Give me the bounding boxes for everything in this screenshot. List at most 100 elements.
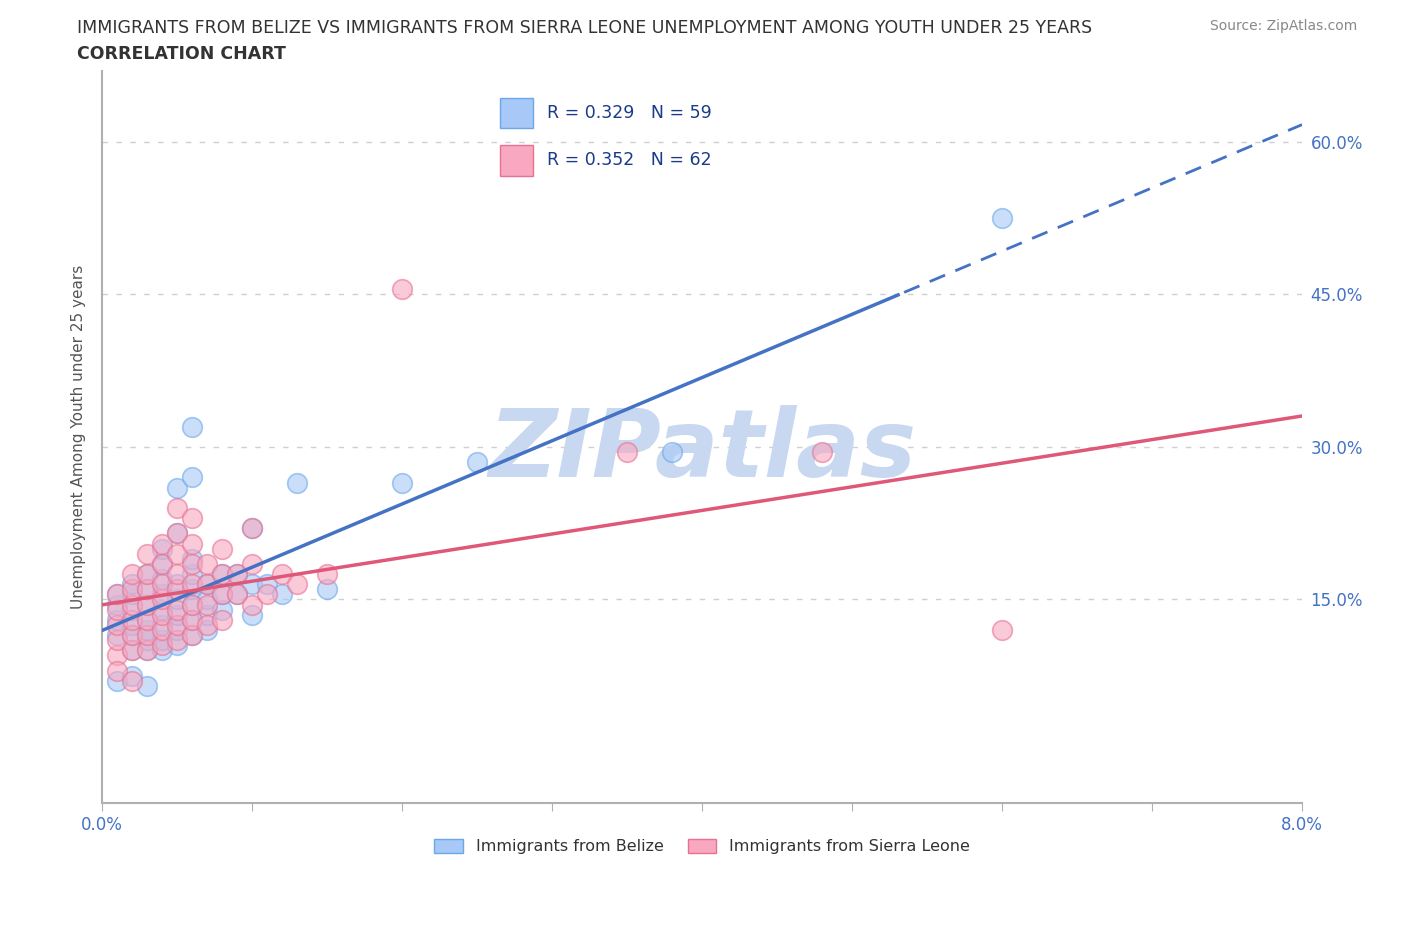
Point bbox=[136, 597, 159, 612]
Point bbox=[121, 673, 143, 688]
Point bbox=[181, 597, 204, 612]
Point bbox=[661, 445, 683, 459]
Point bbox=[105, 648, 128, 663]
Point bbox=[136, 678, 159, 693]
Point bbox=[991, 211, 1014, 226]
Point bbox=[240, 521, 263, 536]
Point bbox=[150, 602, 173, 617]
Point bbox=[121, 628, 143, 643]
Point bbox=[105, 602, 128, 617]
Point bbox=[166, 638, 188, 653]
Point bbox=[136, 632, 159, 647]
Point bbox=[150, 577, 173, 591]
Legend: Immigrants from Belize, Immigrants from Sierra Leone: Immigrants from Belize, Immigrants from … bbox=[427, 832, 976, 860]
Point bbox=[136, 582, 159, 597]
Point bbox=[271, 566, 294, 581]
Point bbox=[211, 566, 233, 581]
Point bbox=[150, 618, 173, 632]
Point bbox=[105, 587, 128, 602]
Point bbox=[195, 577, 218, 591]
Point bbox=[240, 597, 263, 612]
Point bbox=[150, 638, 173, 653]
Point bbox=[181, 511, 204, 525]
Text: IMMIGRANTS FROM BELIZE VS IMMIGRANTS FROM SIERRA LEONE UNEMPLOYMENT AMONG YOUTH : IMMIGRANTS FROM BELIZE VS IMMIGRANTS FRO… bbox=[77, 19, 1092, 36]
Point bbox=[256, 587, 278, 602]
Point bbox=[181, 419, 204, 434]
Point bbox=[991, 622, 1014, 637]
Point bbox=[465, 455, 488, 470]
Point bbox=[226, 587, 249, 602]
Point bbox=[181, 566, 204, 581]
Point bbox=[166, 632, 188, 647]
Point bbox=[391, 282, 413, 297]
Point bbox=[240, 556, 263, 571]
Point bbox=[256, 577, 278, 591]
Point bbox=[181, 551, 204, 566]
Point bbox=[136, 566, 159, 581]
Point bbox=[316, 566, 339, 581]
Point bbox=[105, 628, 128, 643]
Point bbox=[316, 582, 339, 597]
Y-axis label: Unemployment Among Youth under 25 years: Unemployment Among Youth under 25 years bbox=[72, 265, 86, 609]
Point bbox=[181, 612, 204, 627]
Point bbox=[166, 546, 188, 561]
Point bbox=[136, 546, 159, 561]
Point bbox=[150, 541, 173, 556]
Point bbox=[195, 618, 218, 632]
Point bbox=[226, 566, 249, 581]
Point bbox=[121, 618, 143, 632]
Point bbox=[240, 577, 263, 591]
Text: Source: ZipAtlas.com: Source: ZipAtlas.com bbox=[1209, 19, 1357, 33]
Point bbox=[195, 597, 218, 612]
Point bbox=[121, 602, 143, 617]
Point bbox=[181, 470, 204, 485]
Point bbox=[166, 607, 188, 622]
Point bbox=[136, 643, 159, 658]
Point bbox=[136, 612, 159, 627]
Point bbox=[121, 587, 143, 602]
Point bbox=[166, 577, 188, 591]
Point bbox=[166, 582, 188, 597]
Point bbox=[121, 597, 143, 612]
Point bbox=[121, 643, 143, 658]
Point bbox=[150, 592, 173, 607]
Point bbox=[136, 628, 159, 643]
Point bbox=[616, 445, 638, 459]
Point bbox=[136, 612, 159, 627]
Point bbox=[136, 597, 159, 612]
Text: CORRELATION CHART: CORRELATION CHART bbox=[77, 45, 287, 62]
Point bbox=[240, 521, 263, 536]
Point bbox=[211, 587, 233, 602]
Point bbox=[136, 582, 159, 597]
Point bbox=[166, 618, 188, 632]
Point bbox=[105, 597, 128, 612]
Point bbox=[166, 566, 188, 581]
Point bbox=[195, 622, 218, 637]
Point bbox=[285, 475, 308, 490]
Point bbox=[271, 587, 294, 602]
Point bbox=[285, 577, 308, 591]
Point bbox=[105, 673, 128, 688]
Point bbox=[166, 500, 188, 515]
Point bbox=[181, 577, 204, 591]
Point bbox=[121, 669, 143, 684]
Point bbox=[150, 572, 173, 587]
Point bbox=[211, 612, 233, 627]
Point bbox=[195, 577, 218, 591]
Point bbox=[166, 480, 188, 495]
Point bbox=[181, 612, 204, 627]
Point bbox=[136, 643, 159, 658]
Point bbox=[121, 577, 143, 591]
Point bbox=[195, 592, 218, 607]
Point bbox=[166, 592, 188, 607]
Point bbox=[166, 622, 188, 637]
Point bbox=[181, 628, 204, 643]
Point bbox=[105, 612, 128, 627]
Point bbox=[150, 643, 173, 658]
Point bbox=[150, 607, 173, 622]
Point bbox=[211, 541, 233, 556]
Point bbox=[121, 582, 143, 597]
Point bbox=[166, 525, 188, 540]
Point bbox=[181, 536, 204, 551]
Point bbox=[150, 536, 173, 551]
